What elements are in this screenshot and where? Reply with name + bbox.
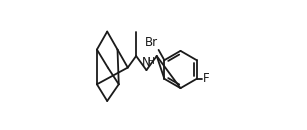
Text: N: N — [142, 56, 151, 69]
Text: H: H — [147, 57, 154, 66]
Text: F: F — [203, 72, 210, 85]
Text: Br: Br — [145, 36, 158, 49]
